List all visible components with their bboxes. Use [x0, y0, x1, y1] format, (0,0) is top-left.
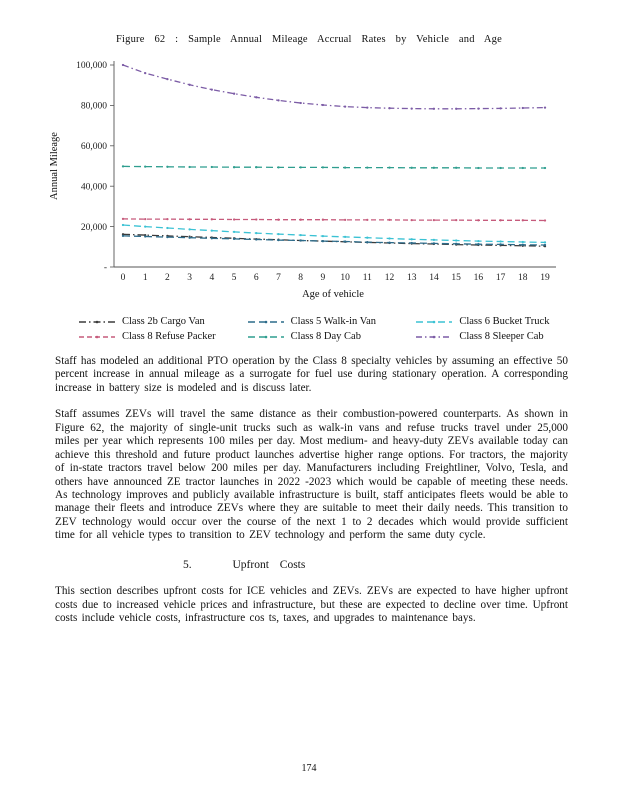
legend-label: Class 2b Cargo Van: [122, 316, 205, 327]
legend-swatch-icon: [79, 320, 115, 323]
section-number: 5.: [183, 558, 192, 571]
paragraph-pto: Staff has modeled an additional PTO oper…: [55, 355, 568, 394]
svg-text:18: 18: [518, 273, 528, 283]
svg-text:1: 1: [143, 273, 148, 283]
svg-text:15: 15: [451, 273, 461, 283]
svg-text:40,000: 40,000: [81, 182, 107, 192]
legend-item: Class 8 Sleeper Cab: [415, 331, 578, 342]
svg-text:10: 10: [340, 273, 350, 283]
legend-label: Class 8 Day Cab: [290, 331, 361, 342]
page-number: 174: [301, 763, 317, 774]
body-text: Staff has modeled an additional PTO oper…: [55, 355, 568, 626]
mileage-chart: -20,000 40,000 60,000 80,000 100,000 0 1 2 3 4 5 6 7…: [44, 51, 618, 308]
svg-text:6: 6: [254, 273, 259, 283]
svg-text:20,000: 20,000: [81, 223, 107, 233]
legend-label: Class 8 Refuse Packer: [122, 331, 216, 342]
svg-text:7: 7: [276, 273, 281, 283]
svg-text:2: 2: [165, 273, 170, 283]
legend-label: Class 8 Sleeper Cab: [459, 331, 544, 342]
svg-text:-: -: [104, 263, 107, 273]
section-title: Upfront Costs: [232, 558, 306, 571]
paragraph-upfront-costs: This section describes upfront costs for…: [55, 585, 568, 625]
paragraph-zev-mileage: Staff assumes ZEVs will travel the same …: [55, 408, 568, 542]
legend-swatch-icon: [247, 320, 284, 323]
svg-text:9: 9: [321, 273, 326, 283]
svg-text:100,000: 100,000: [76, 61, 107, 71]
svg-text:0: 0: [121, 273, 126, 283]
legend-label: Class 5 Walk-in Van: [290, 316, 377, 327]
svg-text:8: 8: [298, 273, 303, 283]
svg-text:60,000: 60,000: [81, 142, 107, 152]
svg-text:80,000: 80,000: [81, 102, 107, 112]
legend-item: Class 8 Day Cab: [247, 331, 410, 342]
svg-text:16: 16: [474, 273, 484, 283]
section-heading: 5. Upfront Costs: [183, 559, 568, 573]
svg-text:4: 4: [209, 273, 214, 283]
legend-item: Class 8 Refuse Packer: [78, 331, 241, 342]
svg-text:5: 5: [232, 273, 237, 283]
svg-text:13: 13: [407, 273, 417, 283]
svg-text:11: 11: [363, 273, 372, 283]
figure-caption: Figure 62 : Sample Annual Mileage Accrua…: [116, 34, 502, 45]
svg-text:12: 12: [385, 273, 395, 283]
svg-text:17: 17: [496, 273, 506, 283]
legend-item: Class 6 Bucket Truck: [415, 316, 578, 327]
legend-item: Class 5 Walk-in Van: [247, 316, 410, 327]
legend-swatch-icon: [416, 320, 453, 323]
legend-swatch-icon: [79, 335, 115, 338]
svg-text:Age of vehicle: Age of vehicle: [302, 289, 364, 300]
legend-item: Class 2b Cargo Van: [78, 316, 241, 327]
svg-text:19: 19: [540, 273, 550, 283]
legend-swatch-icon: [247, 335, 284, 338]
svg-text:3: 3: [187, 273, 192, 283]
svg-text:Annual Mileage: Annual Mileage: [49, 132, 60, 200]
legend-label: Class 6 Bucket Truck: [459, 316, 550, 327]
chart-legend: Class 2b Cargo Van Class 5 Walk-in Van C…: [78, 316, 578, 342]
legend-swatch-icon: [416, 335, 453, 338]
svg-text:14: 14: [429, 273, 439, 283]
